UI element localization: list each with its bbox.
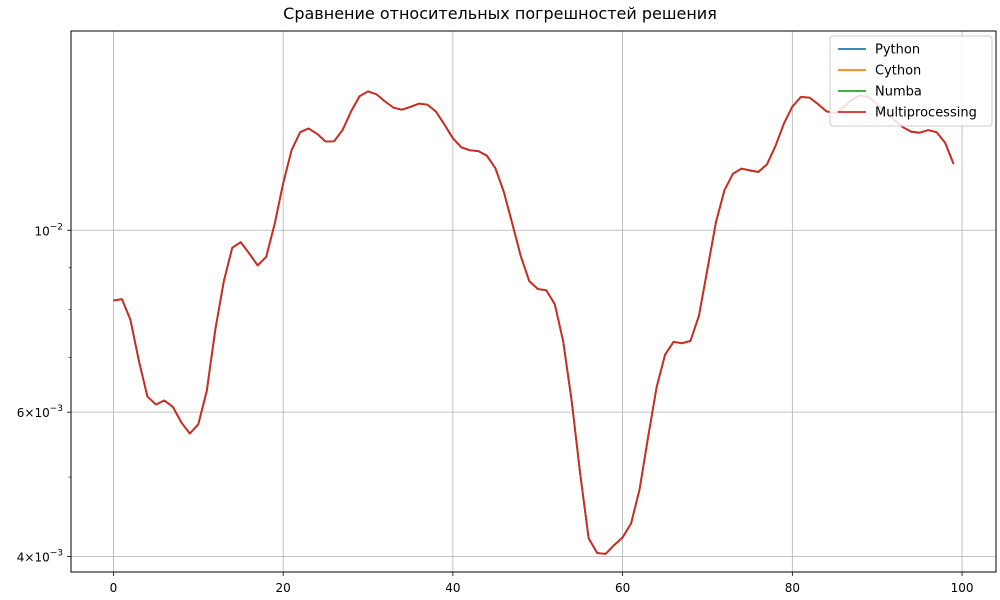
series-line-numba xyxy=(113,90,955,555)
legend: Python Cython Numba Multiprocessing xyxy=(829,35,993,127)
series-line-cython xyxy=(113,90,955,555)
series-line-python xyxy=(113,90,955,555)
x-tick-label: 40 xyxy=(445,581,460,595)
x-tick-label: 60 xyxy=(615,581,630,595)
legend-label: Numba xyxy=(875,85,922,100)
plot-area-frame xyxy=(70,30,997,573)
legend-label: Multiprocessing xyxy=(875,106,977,121)
x-tick-label: 100 xyxy=(951,581,974,595)
y-tick-label: 4×10−3 xyxy=(17,549,63,565)
y-tick-label: 6×10−3 xyxy=(17,404,63,420)
chart-title: Сравнение относительных погрешностей реш… xyxy=(283,4,717,23)
y-tick-label: 10−2 xyxy=(34,222,63,238)
legend-label: Cython xyxy=(875,64,921,79)
x-tick-label: 80 xyxy=(785,581,800,595)
legend-label: Python xyxy=(875,43,920,58)
x-tick-label: 20 xyxy=(276,581,291,595)
axis-ticks: 0 20 40 60 80 100 10−2 6×10−3 4×10−3 xyxy=(17,222,974,595)
series-line-multiprocessing xyxy=(113,90,955,555)
x-tick-label: 0 xyxy=(110,581,118,595)
series-lines xyxy=(113,90,955,555)
legend-box xyxy=(829,35,993,127)
